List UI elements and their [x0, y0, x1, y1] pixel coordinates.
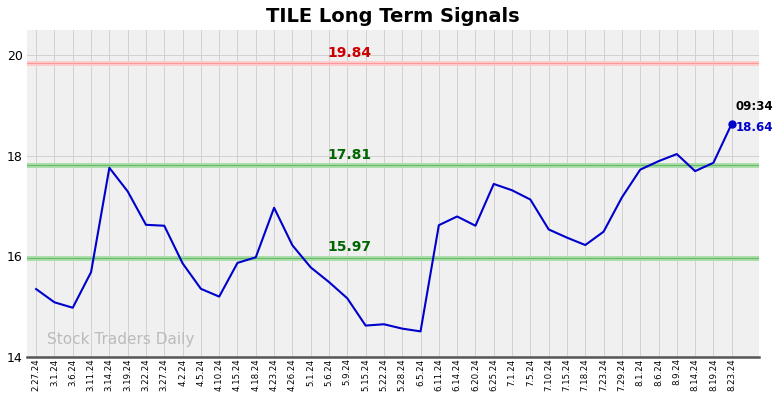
Text: Stock Traders Daily: Stock Traders Daily — [47, 332, 194, 347]
Text: 17.81: 17.81 — [327, 148, 371, 162]
Text: 09:34: 09:34 — [735, 100, 773, 113]
Text: 19.84: 19.84 — [327, 46, 371, 60]
Title: TILE Long Term Signals: TILE Long Term Signals — [267, 7, 520, 26]
Text: 18.64: 18.64 — [735, 121, 773, 134]
Text: 15.97: 15.97 — [327, 240, 371, 254]
Point — [725, 121, 738, 127]
